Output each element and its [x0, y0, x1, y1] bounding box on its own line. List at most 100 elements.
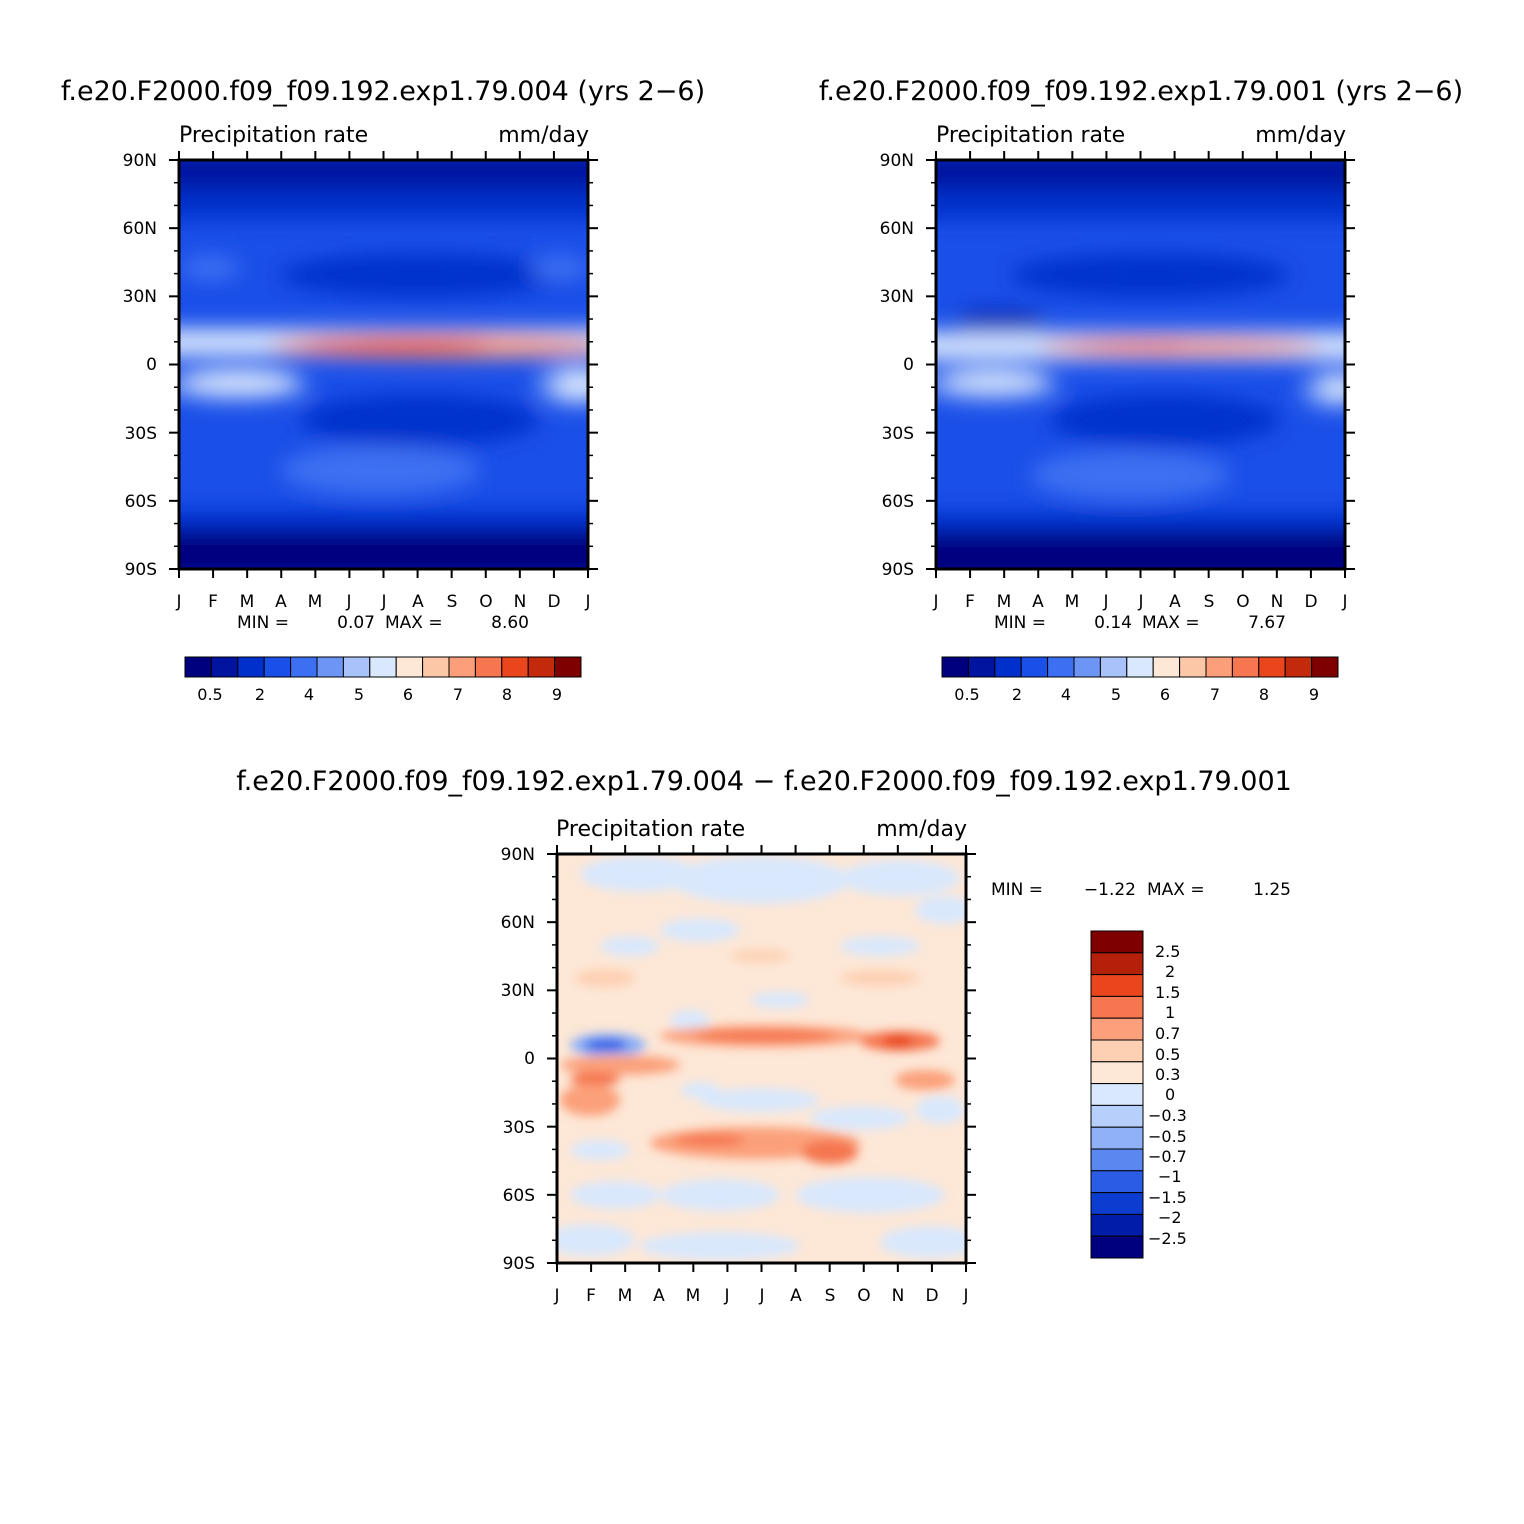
colorbar-label: 8: [502, 685, 512, 704]
colorbar-label: 7: [1210, 685, 1220, 704]
month-label: N: [1271, 592, 1284, 612]
colorbar-label: −0.3: [1148, 1106, 1187, 1125]
colorbar-swatch: [422, 656, 450, 678]
colorbar-swatch: [290, 656, 318, 678]
panel-title: f.e20.F2000.f09_f09.192.exp1.79.004 − f.…: [236, 766, 1292, 797]
x-axis-labels: J F M A M J J A S O N D J: [553, 1286, 968, 1306]
colorbar-swatch: [1126, 656, 1154, 678]
month-label: J: [380, 592, 386, 612]
colorbar-label: −2.5: [1148, 1229, 1187, 1248]
month-label: A: [790, 1286, 802, 1306]
panel-title: f.e20.F2000.f09_f09.192.exp1.79.001 (yrs…: [819, 76, 1463, 107]
colorbar-swatch: [1090, 1061, 1144, 1085]
units-label: mm/day: [498, 123, 589, 148]
latitude-label: 60S: [503, 1186, 535, 1206]
min-value: 0.14: [1094, 613, 1132, 633]
colorbar-swatch: [1047, 656, 1075, 678]
month-label: S: [447, 592, 458, 612]
month-label: M: [618, 1286, 633, 1306]
colorbar-swatch: [554, 656, 582, 678]
colorbar-swatch: [210, 656, 239, 678]
month-label: J: [1102, 592, 1108, 612]
month-label: J: [723, 1286, 729, 1306]
latitude-label: 0: [146, 355, 157, 375]
month-label: M: [240, 592, 255, 612]
colorbar-label: 5: [1111, 685, 1121, 704]
colorbar-swatch: [1205, 656, 1233, 678]
month-label: J: [932, 592, 938, 612]
colorbar-swatch: [1179, 656, 1207, 678]
latitude-label: 0: [524, 1049, 535, 1069]
panel-exp004: f.e20.F2000.f09_f09.192.exp1.79.004 (yrs…: [61, 76, 705, 704]
latitude-label: 30S: [882, 424, 914, 444]
latitude-label: 60S: [882, 492, 914, 512]
colorbar-swatch: [1090, 1170, 1144, 1194]
colorbar-label: 2: [255, 685, 265, 704]
variable-label: Precipitation rate: [179, 123, 368, 148]
latitude-label: 30N: [880, 287, 914, 307]
colorbar-swatch: [1090, 1192, 1144, 1215]
colorbar-swatch: [1090, 995, 1144, 1019]
colorbar-swatch: [1090, 1083, 1144, 1106]
month-label: J: [553, 1286, 559, 1306]
colorbar-label: 9: [1309, 685, 1319, 704]
latitude-label: 30S: [125, 424, 157, 444]
variable-label: Precipitation rate: [936, 123, 1125, 148]
month-label: O: [857, 1286, 870, 1306]
colorbar-swatch: [967, 656, 996, 678]
colorbar-swatch: [263, 656, 292, 678]
variable-label: Precipitation rate: [556, 817, 745, 842]
max-value: 1.25: [1253, 880, 1291, 900]
colorbar-swatch: [994, 656, 1022, 678]
colorbar-label: 0.5: [954, 685, 979, 704]
panel-title: f.e20.F2000.f09_f09.192.exp1.79.004 (yrs…: [61, 76, 705, 107]
colorbar-label: −0.5: [1148, 1127, 1187, 1146]
latitude-label: 30N: [123, 287, 157, 307]
min-label: MIN =: [237, 613, 289, 633]
colorbar-swatch: [501, 656, 529, 678]
colorbar-label: −1: [1158, 1167, 1182, 1186]
month-label: A: [653, 1286, 665, 1306]
colorbar-swatch: [1311, 656, 1339, 678]
month-label: J: [758, 1286, 764, 1306]
colorbar-swatch: [1099, 656, 1128, 678]
colorbar-swatch: [1090, 1213, 1144, 1237]
month-label: J: [345, 592, 351, 612]
colorbar-label: −2: [1158, 1208, 1182, 1227]
min-max-readout: MIN = 0.07 MAX = 8.60: [237, 613, 529, 633]
colorbar-label: 2: [1012, 685, 1022, 704]
colorbar-swatch: [369, 656, 397, 678]
x-axis-labels: J F M A M J J A S O N D J: [175, 592, 590, 612]
colorbar-swatch: [316, 656, 344, 678]
colorbar-swatch: [1090, 1104, 1144, 1128]
latitude-label: 90S: [125, 560, 157, 580]
month-label: A: [1169, 592, 1181, 612]
colorbar-labels: 2.5 2 1.5 1 0.7 0.5 0.3 0 −0.3 −0.5 −0.7…: [1148, 942, 1187, 1248]
colorbar: [941, 656, 1339, 678]
month-label: N: [514, 592, 527, 612]
month-label: S: [1204, 592, 1215, 612]
colorbar-label: 4: [304, 685, 314, 704]
colorbar-swatch: [1020, 656, 1049, 678]
colorbar: [1090, 930, 1144, 1259]
month-label: O: [1236, 592, 1249, 612]
precip-field: [179, 160, 588, 569]
colorbar-swatch: [448, 656, 476, 678]
latitude-label: 30N: [501, 981, 535, 1001]
colorbar-swatch: [395, 656, 424, 678]
colorbar-swatch: [1090, 1148, 1144, 1172]
colorbar-label: 4: [1061, 685, 1071, 704]
month-label: D: [547, 592, 560, 612]
colorbar-label: 0: [1165, 1085, 1175, 1104]
colorbar-swatch: [1090, 1235, 1144, 1259]
latitude-label: 90S: [882, 560, 914, 580]
y-axis-labels: 90N 60N 30N 0 30S 60S 90S: [501, 845, 535, 1274]
month-label: J: [1341, 592, 1347, 612]
min-value: −1.22: [1084, 880, 1136, 900]
axis-ticks: [169, 151, 598, 578]
max-label: MAX =: [385, 613, 443, 633]
month-label: S: [825, 1286, 836, 1306]
max-value: 8.60: [491, 613, 529, 633]
month-label: N: [892, 1286, 905, 1306]
panel-difference: f.e20.F2000.f09_f09.192.exp1.79.004 − f.…: [236, 766, 1292, 1306]
